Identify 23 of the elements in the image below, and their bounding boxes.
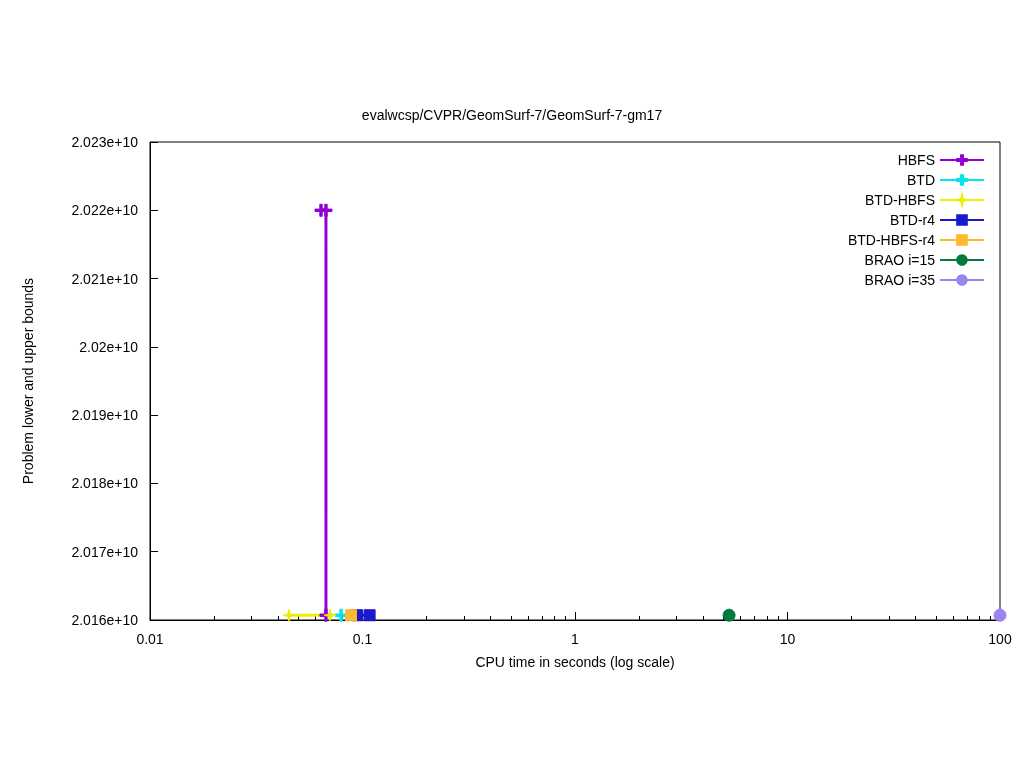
y-tick-label: 2.018e+10 [71, 475, 139, 492]
y-tick-label: 2.021e+10 [71, 270, 139, 287]
y-tick-label: 2.016e+10 [71, 612, 139, 628]
chart-title: evalwcsp/CVPR/GeomSurf-7/GeomSurf-7-gm17 [361, 107, 663, 123]
y-tick-label: 2.023e+10 [71, 134, 139, 150]
y-tick-label: 2.022e+10 [71, 202, 139, 219]
x-tick-label: 1 [571, 631, 580, 647]
legend-label: HBFS [897, 152, 935, 168]
legend-label: BTD-HBFS-r4 [847, 232, 936, 248]
legend-label: BRAO i=35 [864, 272, 936, 288]
y-tick-label: 2.017e+10 [71, 543, 139, 560]
y-tick-label: 2.02e+10 [79, 338, 139, 355]
legend-label: BRAO i=15 [864, 252, 936, 268]
legend-label: BTD [907, 172, 935, 188]
x-tick-label: 10 [779, 631, 796, 647]
x-tick-label: 100 [988, 631, 1012, 647]
legend-label: BTD-r4 [889, 212, 936, 228]
x-tick-label: 0.1 [352, 631, 373, 647]
y-axis-title: Problem lower and upper bounds [20, 277, 36, 485]
y-tick-label: 2.019e+10 [71, 407, 139, 424]
x-tick-label: 0.01 [136, 631, 164, 647]
x-axis-title: CPU time in seconds (log scale) [475, 654, 675, 670]
legend-label: BTD-HBFS [865, 192, 935, 208]
